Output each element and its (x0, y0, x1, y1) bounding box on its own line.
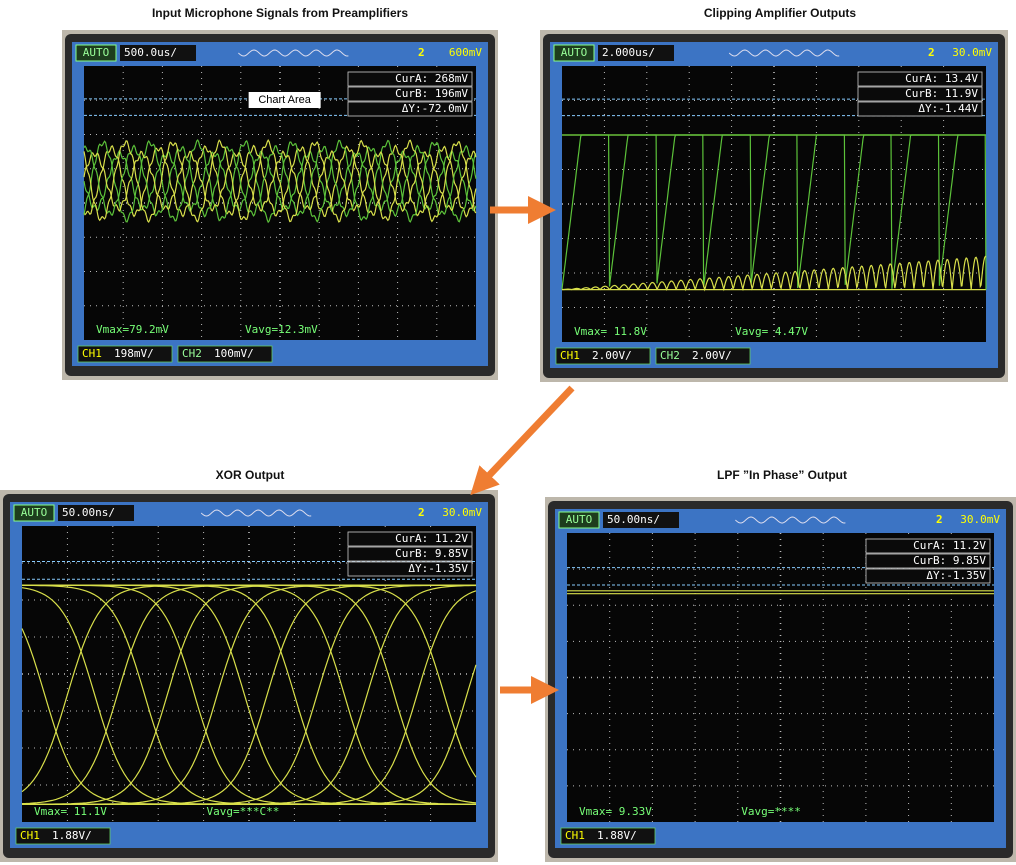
measure: Vavg=12.3mV (245, 323, 318, 336)
cursor-readout: ΔY:-72.0mV (402, 102, 469, 115)
measure: Vavg=***C** (207, 805, 280, 818)
panel-title: Input Microphone Signals from Preamplifi… (152, 6, 408, 20)
mode: AUTO (21, 506, 48, 519)
cursor-readout: CurB: 196mV (395, 87, 468, 100)
mode: AUTO (566, 513, 593, 526)
channel-scale: 1.88V/ (52, 829, 92, 842)
timebase: 2.000us/ (602, 46, 655, 59)
mode: AUTO (561, 46, 588, 59)
page: {"panels": [ {"title": "Input Microphone… (0, 0, 1016, 865)
cursor-readout: CurA: 11.2V (395, 532, 468, 545)
cursor-readout: ΔY:-1.35V (926, 569, 986, 582)
figure: Input Microphone Signals from Preamplifi… (0, 0, 1016, 865)
annotation: Chart Area (258, 94, 311, 106)
cursor-readout: ΔY:-1.44V (918, 102, 978, 115)
timebase: 50.00ns/ (62, 506, 115, 519)
cursor-readout: CurB: 9.85V (395, 547, 468, 560)
channel-scale: 198mV/ (114, 347, 154, 360)
trigger-channel: 2 (418, 506, 425, 519)
channel-scale: 2.00V/ (692, 349, 732, 362)
panel-title: Clipping Amplifier Outputs (704, 6, 857, 20)
scope-photo: AUTO 2.000us/2 30.0mV CurA: 13.4V CurB: 11.9… (540, 30, 1008, 382)
channel-name: CH1 (20, 829, 40, 842)
panel-title: LPF ”In Phase” Output (717, 468, 847, 482)
scope-photo: AUTO 50.00ns/2 30.0mV CurA: 11.2V CurB: 9.85… (0, 490, 498, 862)
trigger-channel: 2 (928, 46, 935, 59)
trigger-level: 30.0mV (952, 46, 992, 59)
channel-scale: 100mV/ (214, 347, 254, 360)
cursor-readout: ΔY:-1.35V (408, 562, 468, 575)
timebase: 500.0us/ (124, 46, 177, 59)
cursor-readout: CurA: 11.2V (913, 539, 986, 552)
scope-photo: AUTO 500.0us/2 600mV CurA: 268mV CurB: 196mV… (62, 30, 498, 380)
channel-name: CH2 (660, 349, 680, 362)
trigger-level: 600mV (449, 46, 482, 59)
cursor-readout: CurB: 9.85V (913, 554, 986, 567)
measure: Vmax= 11.1V (34, 805, 107, 818)
channel-name: CH1 (560, 349, 580, 362)
measure: Vmax= 11.8V (574, 325, 647, 338)
channel-name: CH1 (82, 347, 102, 360)
panel-title: XOR Output (216, 468, 285, 482)
measure: Vmax= 9.33V (579, 805, 652, 818)
arrow (480, 388, 572, 485)
scope-photo: AUTO 50.00ns/2 30.0mV CurA: 11.2V CurB: 9.85… (545, 497, 1016, 862)
timebase: 50.00ns/ (607, 513, 660, 526)
trigger-level: 30.0mV (960, 513, 1000, 526)
measure: Vavg= 4.47V (735, 325, 808, 338)
channel-name: CH1 (565, 829, 585, 842)
mode: AUTO (83, 46, 110, 59)
channel-scale: 2.00V/ (592, 349, 632, 362)
measure: Vmax=79.2mV (96, 323, 169, 336)
cursor-readout: CurA: 268mV (395, 72, 468, 85)
trigger-channel: 2 (418, 46, 425, 59)
channel-scale: 1.88V/ (597, 829, 637, 842)
measure: Vavg=**** (741, 805, 801, 818)
cursor-readout: CurA: 13.4V (905, 72, 978, 85)
trigger-channel: 2 (936, 513, 943, 526)
channel-name: CH2 (182, 347, 202, 360)
trigger-level: 30.0mV (442, 506, 482, 519)
cursor-readout: CurB: 11.9V (905, 87, 978, 100)
